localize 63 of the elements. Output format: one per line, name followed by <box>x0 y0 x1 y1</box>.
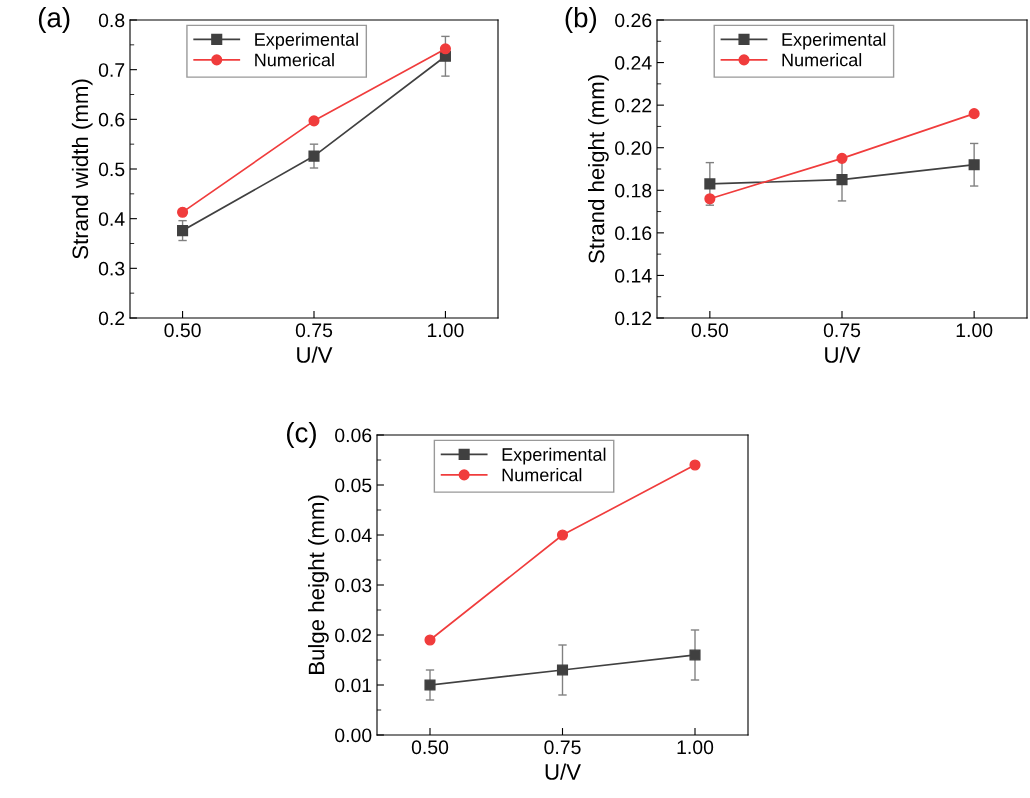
text: (b) <box>565 7 597 33</box>
y-tick-label: 0.26 <box>615 13 652 28</box>
y-tick-label: 0.5 <box>98 162 125 177</box>
point <box>308 115 320 127</box>
y-tick-label: 0.12 <box>615 311 652 326</box>
y-tick-label: 0.18 <box>615 183 652 198</box>
y-axis-title: Strand height (mm) <box>588 75 609 264</box>
y-tick-label: 0.05 <box>335 478 372 493</box>
y-tick-label: 0.4 <box>98 212 125 226</box>
legend-label: Experimental <box>502 447 606 465</box>
point <box>689 649 701 661</box>
x-tick-label: 0.75 <box>295 323 333 338</box>
y-tick-label: 0.06 <box>335 428 372 443</box>
y-tick-label: 0.00 <box>335 728 372 743</box>
legend-label: Numerical <box>255 53 334 67</box>
point <box>556 529 569 541</box>
legend-label: Numerical <box>782 53 862 67</box>
point <box>177 225 189 237</box>
x-tick-label: 1.00 <box>677 740 714 755</box>
point <box>556 664 569 676</box>
legend-label: Numerical <box>502 468 582 482</box>
x-tick-label: 0.50 <box>164 323 201 338</box>
point <box>439 43 451 55</box>
y-tick-label: 0.22 <box>615 98 652 113</box>
y-tick-label: 0.02 <box>335 628 372 643</box>
y-axis-title: Strand width (mm) <box>71 79 93 259</box>
point <box>177 206 189 218</box>
y-tick-label: 0.24 <box>615 56 652 70</box>
point <box>968 159 980 171</box>
y-tick-label: 0.01 <box>335 678 372 693</box>
x-tick-label: 0.75 <box>544 740 581 755</box>
y-tick-label: 0.04 <box>335 528 372 543</box>
point <box>689 459 701 471</box>
y-tick-label: 0.6 <box>98 112 125 127</box>
y-tick-label: 0.2 <box>98 311 125 326</box>
y-tick-label: 0.3 <box>98 261 125 276</box>
point <box>836 174 848 186</box>
y-tick-label: 0.16 <box>615 226 652 241</box>
point <box>704 178 716 190</box>
legend-label: Experimental <box>782 32 886 50</box>
y-axis-title: Bulge height (mm) <box>308 495 329 674</box>
x-axis-title: U/V <box>825 346 861 363</box>
x-tick-label: 1.00 <box>956 323 993 338</box>
point <box>704 193 716 205</box>
x-tick-label: 0.75 <box>823 323 861 338</box>
x-axis-title: U/V <box>545 763 581 780</box>
point <box>308 150 320 162</box>
y-tick-label: 0.20 <box>615 141 652 155</box>
y-tick-label: 0.03 <box>335 578 372 593</box>
x-tick-label: 1.00 <box>427 323 464 338</box>
y-tick-label: 0.7 <box>98 63 125 77</box>
point <box>968 108 980 120</box>
text: (c) <box>286 422 316 448</box>
point <box>424 634 436 646</box>
point <box>424 679 436 691</box>
y-tick-label: 0.14 <box>615 268 652 283</box>
x-tick-label: 0.50 <box>691 323 729 338</box>
text: (a) <box>38 7 70 33</box>
y-tick-label: 0.8 <box>98 13 125 28</box>
x-tick-label: 0.50 <box>411 740 449 755</box>
legend-label: Experimental <box>255 32 358 50</box>
point <box>836 152 848 164</box>
x-axis-title: U/V <box>297 346 333 363</box>
